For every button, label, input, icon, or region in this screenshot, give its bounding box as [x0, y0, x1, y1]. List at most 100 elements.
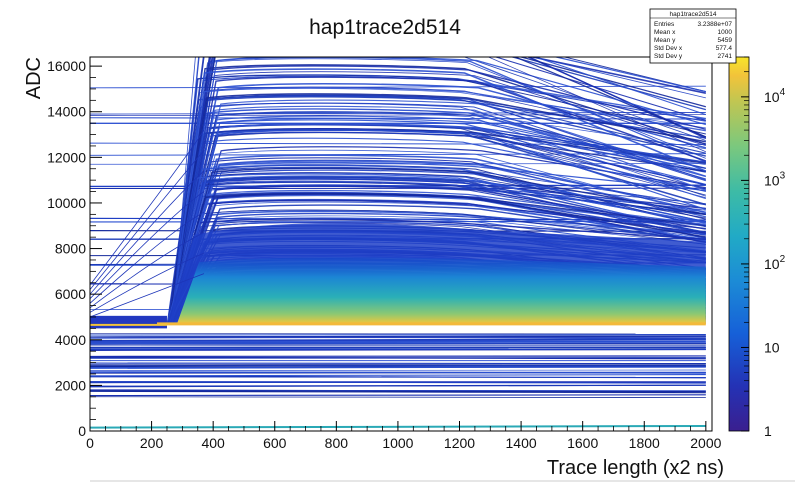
- pulse-trace: [90, 154, 707, 325]
- trace-line: [90, 374, 706, 377]
- color-scale-bar: [729, 57, 749, 431]
- x-tick-label: 600: [263, 435, 287, 451]
- early-trace: [90, 170, 205, 295]
- pulse-trace: [90, 83, 707, 325]
- pulse-trace: [90, 194, 706, 325]
- stats-row-label: Std Dev y: [654, 53, 683, 60]
- z-tick-exponent: 2: [780, 254, 786, 265]
- pulse-trace: [90, 175, 706, 325]
- stats-row-label: Mean y: [654, 37, 676, 44]
- trace-line: [90, 142, 706, 146]
- pulse-trace: [90, 87, 706, 325]
- x-tick-label: 2000: [690, 435, 721, 451]
- z-tick-exponent: 3: [780, 170, 786, 181]
- y-tick-label: 14000: [47, 104, 86, 120]
- color-scale-frame: [728, 56, 750, 432]
- early-trace: [90, 129, 205, 286]
- stats-row-label: Std Dev x: [654, 45, 683, 52]
- pulse-trace: [90, 167, 706, 325]
- chart-title: hap1trace2d514: [309, 16, 461, 39]
- trace-line: [90, 335, 706, 338]
- early-trace: [90, 252, 205, 313]
- y-tick-label: 4000: [55, 332, 86, 348]
- pulse-trace: [90, 124, 706, 325]
- pulse-trace: [90, 123, 707, 325]
- y-axis: 0 2000 4000 6000 8000 10000 12000 14000 16000: [47, 58, 102, 439]
- trace-line: [90, 342, 706, 345]
- y-tick-label: 0: [78, 423, 86, 439]
- pulse-trace: [90, 181, 706, 325]
- y-tick-label: 2000: [55, 377, 86, 393]
- pulse-trace: [90, 129, 707, 325]
- z-tick-label: 103: [764, 170, 786, 188]
- pulse-trace: [90, 146, 706, 325]
- pulse-trace: [90, 58, 706, 325]
- trace-line: [90, 371, 706, 374]
- pulse-trace: [90, 76, 707, 325]
- stats-row-value: 1000: [718, 29, 733, 36]
- trace-line: [90, 364, 706, 367]
- pulse-trace: [90, 185, 706, 325]
- x-tick-label: 200: [140, 435, 164, 451]
- pulse-trace: [90, 221, 706, 325]
- stats-row-label: Mean x: [654, 29, 676, 36]
- pre-trigger-band: [90, 315, 167, 329]
- trace-line: [90, 369, 706, 371]
- early-trace: [90, 232, 205, 309]
- x-axis: 0 200 400 600 800 1000 1200 1400 1600 1800 2000: [86, 421, 722, 451]
- pulse-trace: [90, 201, 706, 325]
- x-axis-label: Trace length (x2 ns): [547, 457, 724, 479]
- high-density-band: [176, 257, 706, 324]
- pulse-trace: [90, 161, 706, 325]
- x-tick-label: 1200: [444, 435, 475, 451]
- heatmap-area: [90, 57, 707, 429]
- pulse-trace: [90, 159, 706, 325]
- pulse-trace: [90, 199, 706, 325]
- pulse-trace: [90, 65, 707, 325]
- trace-line: [90, 356, 706, 360]
- x-tick-label: 1400: [506, 435, 537, 451]
- stats-row-value: 577.4: [716, 45, 733, 52]
- x-tick-label: 800: [325, 435, 349, 451]
- pulse-trace: [90, 222, 706, 325]
- pulse-trace: [90, 137, 706, 325]
- pulse-trace: [90, 177, 707, 325]
- y-axis-label: ADC: [23, 57, 45, 99]
- pulse-trace: [90, 71, 706, 325]
- trace-line: [90, 363, 706, 366]
- z-tick-label: 10: [764, 339, 780, 355]
- stats-row-label: Entries: [654, 21, 675, 28]
- pulse-trace: [90, 157, 706, 325]
- pulse-trace: [90, 192, 706, 325]
- trace-line: [90, 396, 706, 399]
- trace-line: [90, 390, 706, 393]
- z-tick-exponent: 4: [780, 87, 786, 98]
- trace-line: [90, 376, 706, 378]
- stats-row-value: 5459: [718, 37, 733, 44]
- x-tick-label: 0: [86, 435, 94, 451]
- pulse-trace: [90, 94, 706, 325]
- trace-line: [90, 391, 706, 394]
- pulse-trace: [90, 108, 707, 325]
- x-tick-label: 1800: [629, 435, 660, 451]
- stats-row-value: 2741: [718, 53, 733, 60]
- pulse-trace: [90, 204, 706, 325]
- stats-row-value: 3.2388e+07: [697, 21, 732, 28]
- plot-frame: [89, 56, 713, 432]
- x-tick-label: 1600: [567, 435, 598, 451]
- y-tick-label: 8000: [55, 241, 86, 257]
- pulse-trace: [90, 160, 706, 325]
- stats-box-title: hap1trace2d514: [670, 11, 717, 18]
- pulse-trace: [90, 68, 707, 325]
- y-tick-label: 6000: [55, 286, 86, 302]
- pulse-trace: [90, 169, 706, 325]
- trace-line: [90, 381, 706, 384]
- pulse-trace: [90, 102, 706, 325]
- trace-line: [90, 394, 706, 397]
- early-trace: [90, 211, 205, 304]
- pulse-trace: [90, 57, 707, 325]
- z-tick-label: 102: [764, 254, 786, 272]
- pulse-trace: [90, 210, 706, 325]
- early-trace: [90, 273, 205, 318]
